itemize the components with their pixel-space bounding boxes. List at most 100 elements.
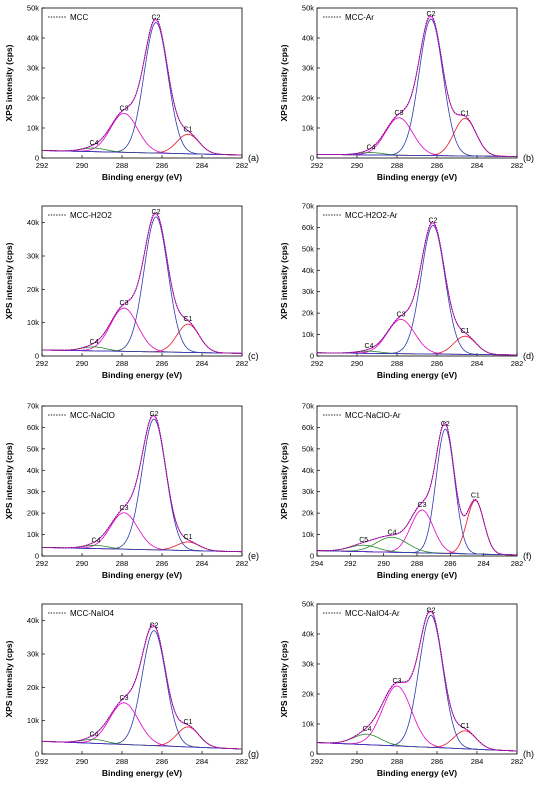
background-line (317, 550, 517, 556)
peak-label-c3: C3 (120, 695, 129, 702)
legend-label: MCC-NaIO4 (70, 609, 115, 618)
peak-label-c1: C1 (184, 534, 193, 541)
y-tick-label: 0 (310, 352, 314, 361)
y-tick-label: 10k (27, 530, 39, 539)
peak-label-c3: C3 (397, 311, 406, 318)
y-tick-label: 60k (302, 423, 314, 432)
peak-label-c1: C1 (184, 719, 193, 726)
x-tick-label: 294 (311, 559, 324, 568)
peak-label-c4: C4 (367, 145, 376, 152)
fit-curve (42, 624, 242, 750)
y-tick-label: 0 (35, 552, 39, 561)
envelope-curve (42, 413, 242, 553)
background-line (42, 547, 242, 553)
peak-c1-curve (42, 133, 242, 156)
y-tick-label: 0 (310, 750, 314, 759)
y-tick-label: 40k (27, 218, 39, 227)
y-axis-label: XPS intensity (cps) (279, 442, 289, 519)
y-tick-label: 20k (302, 309, 314, 318)
panel-letter: (b) (523, 153, 534, 163)
legend-label: MCC-NaIO4-Ar (345, 609, 400, 618)
x-tick-label: 284 (471, 757, 484, 766)
peak-label-c2: C2 (150, 623, 159, 630)
peak-c3-curve (317, 685, 517, 752)
envelope-curve (317, 220, 517, 356)
fit-curve (317, 423, 517, 556)
peak-label-c2: C2 (152, 15, 161, 22)
x-axis-label: Binding energy (eV) (102, 172, 182, 182)
x-tick-label: 282 (236, 359, 249, 368)
x-tick-label: 290 (351, 359, 364, 368)
plot-frame (316, 205, 518, 357)
x-tick-label: 284 (196, 359, 209, 368)
x-tick-label: 292 (36, 757, 49, 766)
peak-label-c2: C2 (441, 421, 450, 428)
fit-curve (317, 222, 517, 356)
peak-label-c2: C2 (152, 209, 161, 216)
x-tick-label: 288 (411, 559, 424, 568)
x-tick-label: 284 (196, 559, 209, 568)
peak-label-c3: C3 (120, 300, 129, 307)
peak-label-c4: C4 (92, 537, 101, 544)
peak-label-c3: C3 (120, 505, 129, 512)
x-tick-label: 288 (116, 359, 129, 368)
envelope-curve (317, 421, 517, 556)
x-tick-label: 288 (116, 757, 129, 766)
y-tick-label: 0 (35, 352, 39, 361)
y-tick-label: 40k (302, 630, 314, 639)
y-tick-label: 20k (27, 285, 39, 294)
x-tick-label: 292 (311, 161, 324, 170)
panel-letter: (h) (523, 749, 534, 759)
panel-letter: (f) (523, 551, 532, 561)
envelope-curve (42, 623, 242, 750)
peak-label-c2: C2 (429, 217, 438, 224)
y-axis-label: XPS intensity (cps) (279, 44, 289, 121)
y-tick-label: 30k (302, 487, 314, 496)
peak-label-c1: C1 (461, 723, 470, 730)
peak-c2-curve (317, 225, 517, 356)
x-tick-label: 292 (36, 161, 49, 170)
peak-c3-curve (317, 318, 517, 356)
y-tick-label: 40k (302, 34, 314, 43)
peak-label-c4: C4 (90, 731, 99, 738)
peak-c2-curve (317, 614, 517, 752)
peak-c3-curve (42, 307, 242, 354)
x-tick-label: 292 (311, 757, 324, 766)
y-tick-label: 20k (27, 683, 39, 692)
panel-letter: (g) (248, 749, 259, 759)
y-tick-label: 60k (27, 423, 39, 432)
panel-h: 292 290 288 286 284 282 0 10k 20k 30k 40k 50k Bindin… (279, 600, 534, 779)
x-tick-label: 284 (471, 161, 484, 170)
x-tick-label: 284 (196, 161, 209, 170)
peak-label-c3: C3 (395, 110, 404, 117)
y-tick-label: 20k (27, 509, 39, 518)
plot-area (42, 211, 242, 354)
x-tick-label: 286 (156, 161, 169, 170)
x-tick-label: 286 (444, 559, 457, 568)
y-tick-label: 30k (302, 287, 314, 296)
peak-label-c3: C3 (393, 678, 402, 685)
x-tick-label: 290 (351, 757, 364, 766)
fit-curve (42, 415, 242, 553)
y-tick-label: 50k (302, 600, 314, 609)
x-tick-label: 288 (116, 559, 129, 568)
y-tick-label: 30k (302, 660, 314, 669)
peak-label-c1: C1 (471, 492, 480, 499)
x-tick-label: 286 (156, 757, 169, 766)
panel-letter: (d) (523, 351, 534, 361)
plot-frame (41, 405, 243, 557)
y-tick-label: 20k (302, 690, 314, 699)
panel-g: 292 290 288 286 284 282 0 10k 20k 30k 40k Binding e… (4, 603, 259, 778)
x-tick-label: 292 (36, 559, 49, 568)
y-tick-label: 60k (302, 223, 314, 232)
y-tick-label: 0 (310, 552, 314, 561)
background-line (42, 740, 242, 750)
y-tick-label: 0 (310, 154, 314, 163)
peak-c3-curve (42, 112, 242, 156)
peak-label-c2: C2 (150, 411, 159, 418)
x-tick-label: 290 (76, 161, 89, 170)
panel-a: 292 290 288 286 284 282 0 10k 20k 30k 40k 50k Bindin… (4, 4, 259, 183)
peak-label-c4: C4 (90, 339, 99, 346)
